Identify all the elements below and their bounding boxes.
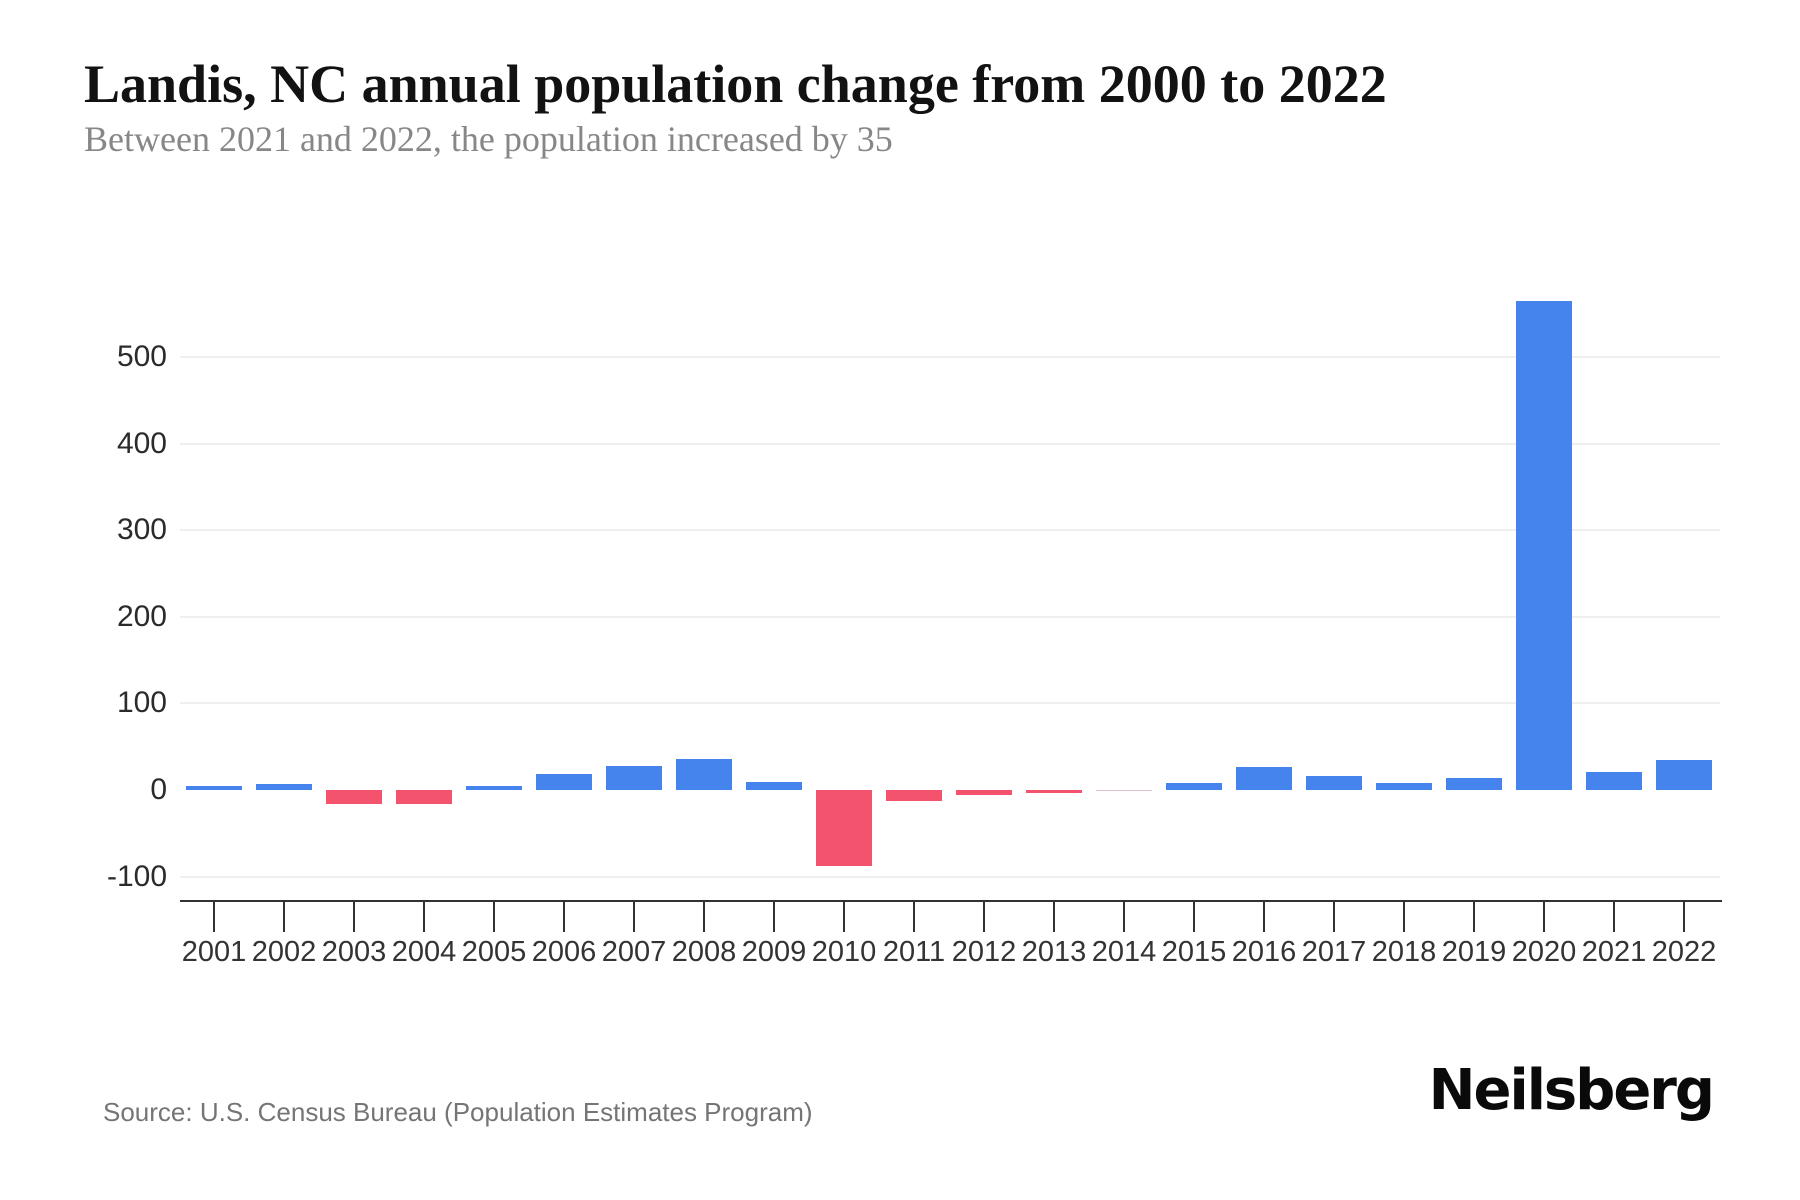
x-tick-2021	[1613, 902, 1615, 932]
x-tick-2005	[493, 902, 495, 932]
x-axis-label-2010: 2010	[811, 936, 877, 968]
x-tick-2011	[913, 902, 915, 932]
x-tick-2004	[423, 902, 425, 932]
x-axis-label-2022: 2022	[1651, 936, 1717, 968]
y-axis-label-400: 400	[116, 426, 167, 460]
x-tick-2010	[843, 902, 845, 932]
x-axis-label-2001: 2001	[181, 936, 247, 968]
x-tick-2009	[773, 902, 775, 932]
bar-2006	[536, 774, 592, 790]
x-tick-2016	[1263, 902, 1265, 932]
source-attribution: Source: U.S. Census Bureau (Population E…	[103, 1097, 813, 1127]
x-tick-2003	[353, 902, 355, 932]
x-axis-label-2006: 2006	[531, 936, 597, 968]
bar-2019	[1446, 777, 1502, 790]
x-axis-label-2008: 2008	[671, 936, 737, 968]
bar-chart-plot-area: 500 400 300 200 100 0 -100 2001 2002 2003 2004 2005…	[106, 300, 1722, 968]
gridline-300	[180, 529, 1720, 532]
x-axis-line	[180, 900, 1722, 902]
x-tick-2015	[1193, 902, 1195, 932]
x-tick-2017	[1333, 902, 1335, 932]
x-axis-label-2013: 2013	[1021, 936, 1087, 968]
y-axis-label-200: 200	[116, 599, 167, 633]
x-axis-label-2009: 2009	[741, 936, 807, 968]
x-axis-label-2012: 2012	[951, 936, 1017, 968]
x-axis-label-2014: 2014	[1091, 936, 1157, 968]
gridline--100	[180, 875, 1720, 878]
bar-2011	[886, 790, 942, 802]
x-tick-2020	[1543, 902, 1545, 932]
bar-2018	[1376, 783, 1432, 790]
y-axis-label-0: 0	[150, 773, 167, 806]
chart-title: Landis, NC annual population change from…	[84, 54, 1387, 114]
x-axis-label-2016: 2016	[1231, 936, 1297, 968]
x-axis-label-2015: 2015	[1161, 936, 1227, 968]
x-axis-label-2018: 2018	[1371, 936, 1437, 968]
bar-2017	[1306, 776, 1362, 790]
bar-2022	[1656, 759, 1712, 790]
x-axis-label-2019: 2019	[1441, 936, 1507, 968]
gridline-400	[180, 442, 1720, 445]
bar-2014	[1096, 790, 1152, 791]
y-axis-label-100: 100	[116, 686, 167, 720]
bar-2002	[256, 783, 312, 790]
x-tick-2022	[1683, 902, 1685, 932]
bar-2003	[326, 790, 382, 804]
x-axis-label-2002: 2002	[251, 936, 317, 968]
bar-2010	[816, 790, 872, 867]
gridline-100	[180, 702, 1720, 705]
x-tick-2001	[213, 902, 215, 932]
x-tick-2019	[1473, 902, 1475, 932]
x-tick-2013	[1053, 902, 1055, 932]
x-tick-2007	[633, 902, 635, 932]
bar-2008	[676, 758, 732, 790]
bar-2005	[466, 785, 522, 790]
y-axis-label-500: 500	[116, 340, 167, 373]
x-axis-label-2003: 2003	[321, 936, 387, 968]
bar-2001	[186, 785, 242, 790]
y-axis-label-300: 300	[116, 513, 167, 547]
x-axis-label-2004: 2004	[391, 936, 457, 968]
x-tick-2014	[1123, 902, 1125, 932]
x-tick-2008	[703, 902, 705, 932]
gridline-500	[180, 356, 1720, 358]
bar-2020	[1516, 300, 1572, 790]
gridline-200	[180, 615, 1720, 618]
bar-2012	[956, 790, 1012, 796]
x-tick-2006	[563, 902, 565, 932]
x-axis-label-2007: 2007	[601, 936, 667, 968]
x-tick-2018	[1403, 902, 1405, 932]
neilsberg-logo: Neilsberg	[1428, 1058, 1715, 1123]
bar-2016	[1236, 766, 1292, 790]
x-axis-label-2005: 2005	[461, 936, 527, 968]
bar-2004	[396, 790, 452, 804]
x-axis-label-2021: 2021	[1581, 936, 1647, 968]
bar-2015	[1166, 783, 1222, 790]
x-axis-label-2017: 2017	[1301, 936, 1367, 968]
x-tick-2002	[283, 902, 285, 932]
bar-2007	[606, 765, 662, 790]
bar-2021	[1586, 771, 1642, 790]
bar-2009	[746, 782, 802, 790]
bar-2013	[1026, 790, 1082, 793]
x-tick-2012	[983, 902, 985, 932]
x-axis-label-2020: 2020	[1511, 936, 1577, 968]
x-axis-label-2011: 2011	[882, 936, 946, 968]
y-axis-label--100: -100	[106, 859, 167, 893]
chart-subtitle: Between 2021 and 2022, the population in…	[84, 119, 893, 159]
